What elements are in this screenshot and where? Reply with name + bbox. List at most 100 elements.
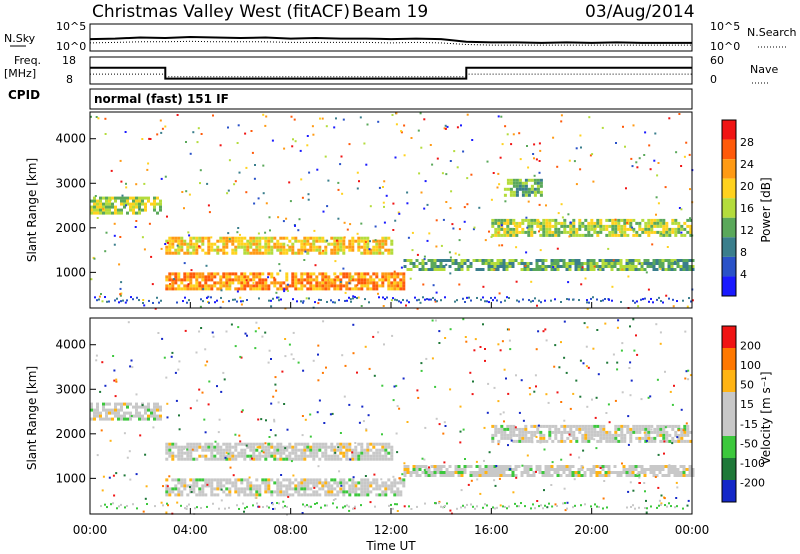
velocity-colorbar-label: Velocity [m s⁻¹]: [759, 371, 773, 464]
power-yaxis: 1000 2000 3000 4000: [55, 132, 96, 279]
power-colorbar-swatch-6: [722, 237, 736, 257]
noise-left-tick-top: 10^5: [56, 20, 86, 33]
velocity-colorbar-swatch-2: [722, 370, 736, 392]
velocity-ytick-label-2: 3000: [55, 382, 86, 396]
power-ytick-label-1: 2000: [55, 221, 86, 235]
velocity-colorbar: 200 100 50 15 -15 -50 -100 -200: [721, 325, 765, 503]
velocity-ylabel: Slant Range [km]: [25, 366, 39, 470]
velocity-colorbar-tick-1: 100: [740, 359, 761, 372]
power-colorbar-label: Power [dB]: [759, 177, 773, 242]
noise-right-tick-top: 10^5: [710, 20, 740, 33]
power-colorbar-tick-4: 20: [740, 180, 754, 193]
power-colorbar-tick-3: 16: [740, 202, 754, 215]
velocity-heatmap-panel: [90, 318, 695, 516]
velocity-ytick-label-0: 1000: [55, 471, 86, 485]
velocity-band-2: [165, 478, 406, 497]
power-band-3: [403, 259, 695, 271]
velocity-colorbar-swatch-4: [722, 414, 736, 436]
velocity-colorbar-swatch-6: [722, 458, 736, 480]
velocity-colorbar-swatch-5: [722, 436, 736, 458]
xtick-label-2: 08:00: [273, 523, 308, 537]
power-colorbar-tick-5: 24: [740, 158, 754, 171]
power-colorbar-tick-2: 12: [740, 224, 754, 237]
power-scatter: [90, 112, 694, 310]
freq-line-0: [90, 66, 692, 80]
velocity-yaxis: 1000 2000 3000 4000: [55, 338, 96, 485]
velocity-ytick-label-1: 2000: [55, 427, 86, 441]
velocity-colorbar-tick-7: -200: [740, 476, 765, 489]
freq-right-tick-top: 60: [710, 54, 724, 67]
noise-series: [89, 35, 692, 46]
velocity-colorbar-tick-3: 15: [740, 398, 754, 411]
xtick-label-3: 12:00: [374, 523, 409, 537]
power-ytick-label-3: 4000: [55, 132, 86, 146]
velocity-colorbar-swatch-7: [722, 480, 736, 502]
cpid-panel: [89, 88, 693, 110]
beam-title: Beam 19: [352, 2, 428, 22]
velocity-ground-strip: [100, 502, 684, 510]
power-band-5: [503, 178, 543, 197]
velocity-colorbar-tick-4: -15: [740, 418, 758, 431]
time-xaxis: 00:00 04:00 08:00 12:00 16:00 20:00 00:00: [73, 302, 710, 537]
nsearch-label: N.Search: [747, 26, 797, 39]
power-band-2: [165, 272, 406, 291]
cpid-text: normal (fast) 151 IF: [94, 92, 229, 106]
power-band-4: [491, 218, 693, 237]
xtick-label-1: 04:00: [173, 523, 208, 537]
power-colorbar-swatch-0: [722, 120, 736, 140]
noise-right-tick-bottom: 10^0: [710, 40, 740, 53]
power-colorbar-swatch-7: [722, 256, 736, 277]
power-ytick-label-0: 1000: [55, 265, 86, 279]
noise-left-tick-bottom: 10^0: [56, 40, 86, 53]
power-band-0: [90, 196, 162, 215]
velocity-band-3: [403, 465, 695, 477]
power-colorbar-swatch-2: [722, 159, 736, 179]
freq-left-tick-bottom: 8: [66, 73, 73, 86]
xtick-label-5: 20:00: [574, 523, 609, 537]
station-title: Christmas Valley West (fitACF): [92, 2, 350, 22]
power-ylabel: Slant Range [km]: [25, 158, 39, 262]
velocity-band-0: [90, 402, 162, 421]
velocity-colorbar-frame: [721, 325, 737, 503]
freq-right-tick-bottom: 0: [710, 73, 717, 86]
xtick-label-6: 00:00: [675, 523, 710, 537]
velocity-band-4: [491, 424, 693, 443]
freq-unit-label: [MHz]: [4, 67, 36, 80]
power-ground-strip: [94, 296, 692, 304]
velocity-colorbar-tick-2: 50: [740, 379, 754, 392]
velocity-colorbar-swatch-1: [722, 348, 736, 370]
freq-series: [90, 66, 692, 80]
power-colorbar-swatch-8: [722, 276, 736, 296]
velocity-colorbar-tick-6: -100: [740, 457, 765, 470]
noise-line-0: [89, 35, 692, 44]
power-colorbar-swatch-1: [722, 139, 736, 160]
power-colorbar-swatch-4: [722, 198, 736, 218]
freq-left-tick-top: 18: [62, 54, 76, 67]
xtick-label-0: 00:00: [73, 523, 108, 537]
noise-line-1: [89, 40, 692, 46]
velocity-colorbar-swatch-3: [722, 392, 736, 414]
freq-panel: [89, 56, 693, 85]
power-band-1: [165, 236, 394, 255]
power-ytick-label-2: 3000: [55, 176, 86, 190]
power-colorbar-swatch-3: [722, 178, 736, 199]
xaxis-label: Time UT: [365, 539, 416, 553]
power-colorbar-tick-0: 4: [740, 268, 747, 281]
power-colorbar-tick-1: 8: [740, 246, 747, 259]
velocity-ytick-label-3: 4000: [55, 338, 86, 352]
velocity-band-1: [165, 442, 394, 461]
velocity-colorbar-swatch-0: [722, 326, 736, 348]
power-colorbar-tick-6: 28: [740, 136, 754, 149]
power-colorbar-frame: [721, 119, 737, 297]
nave-label: Nave: [750, 63, 778, 76]
velocity-colorbar-tick-5: -50: [740, 437, 758, 450]
noise-panel: [89, 23, 693, 52]
freq-label: Freq.: [14, 54, 41, 67]
xtick-label-4: 16:00: [474, 523, 509, 537]
power-colorbar: 4 8 12 16 20 24 28: [721, 119, 754, 297]
nsky-label: N.Sky: [4, 32, 36, 45]
velocity-colorbar-tick-0: 200: [740, 340, 761, 353]
freq-line-1: [90, 73, 692, 78]
cpid-label: CPID: [8, 88, 40, 102]
